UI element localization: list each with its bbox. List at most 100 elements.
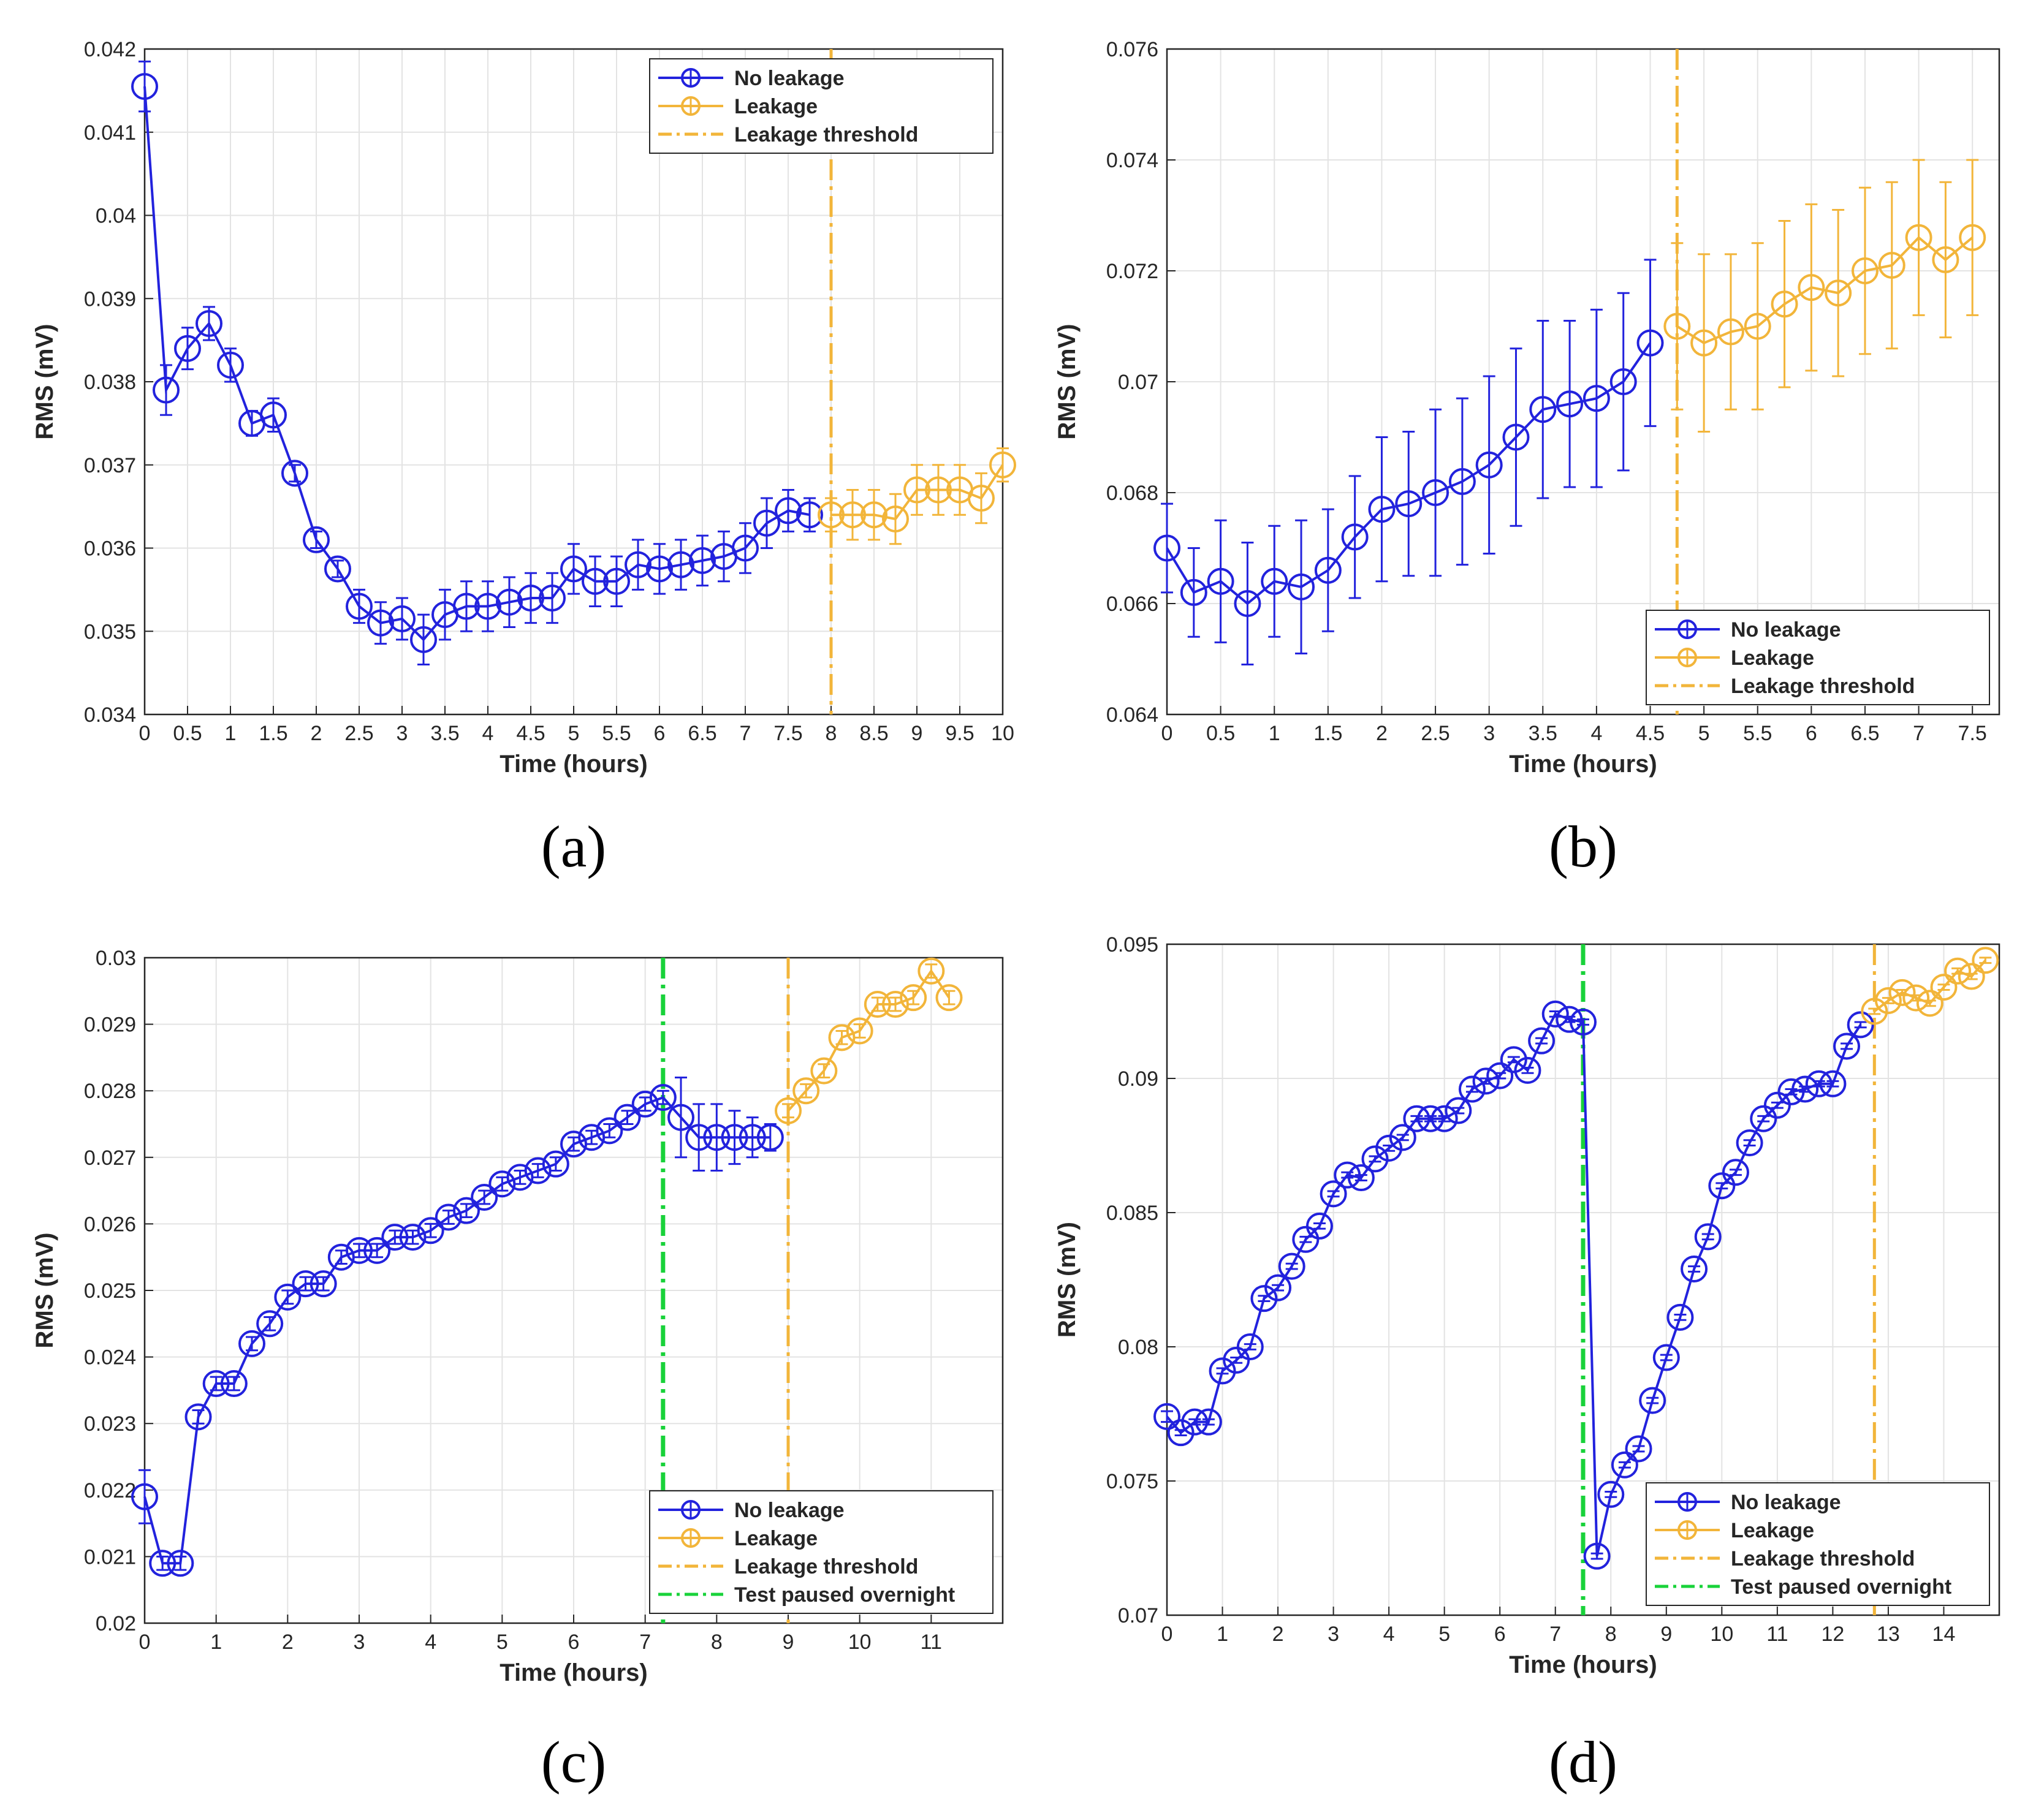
data-point	[517, 584, 544, 612]
x-tick-label: 0	[139, 1631, 151, 1654]
data-point	[1472, 1067, 1500, 1095]
data-point	[1597, 1480, 1625, 1508]
data-point	[131, 1483, 158, 1510]
legend-swatch-marker	[1677, 1520, 1697, 1540]
data-point	[1861, 998, 1888, 1025]
data-point	[1663, 312, 1691, 340]
legend-swatch-marker	[681, 96, 701, 116]
y-tick-label: 0.026	[84, 1213, 136, 1236]
data-point	[381, 1224, 409, 1251]
x-tick-label: 4.5	[516, 722, 545, 745]
data-point	[1851, 257, 1879, 284]
x-tick-label: 7	[1549, 1623, 1561, 1646]
data-point	[1694, 1223, 1722, 1251]
data-point	[1847, 1011, 1874, 1039]
x-tick-label: 3.5	[1529, 722, 1557, 745]
x-tick-label: 6.5	[688, 722, 716, 745]
x-tick-label: 8.5	[859, 722, 888, 745]
legend-swatch-marker	[1677, 1492, 1697, 1512]
data-point	[1888, 979, 1916, 1006]
data-point	[1744, 312, 1771, 340]
data-point	[775, 497, 802, 525]
data-point	[1528, 1027, 1556, 1055]
x-tick-label: 3	[354, 1631, 365, 1654]
data-point	[1448, 468, 1476, 495]
data-point	[1708, 1172, 1736, 1200]
data-point	[496, 588, 523, 616]
data-point	[1261, 567, 1288, 595]
data-point	[1500, 1046, 1527, 1074]
y-tick-label: 0.064	[1106, 703, 1158, 727]
data-point	[196, 309, 222, 337]
data-point	[900, 984, 927, 1012]
legend-swatch-marker	[681, 1528, 701, 1548]
x-tick-label: 1.5	[259, 722, 287, 745]
y-tick-label: 0.085	[1106, 1202, 1158, 1225]
data-point	[167, 1550, 194, 1577]
data-point	[596, 1117, 623, 1145]
x-tick-label: 6.5	[1850, 722, 1879, 745]
y-axis-label: RMS (mV)	[31, 324, 58, 440]
y-tick-label: 0.035	[84, 620, 136, 643]
y-tick-label: 0.042	[84, 38, 136, 61]
data-point	[882, 505, 909, 532]
y-tick-label: 0.074	[1106, 149, 1158, 172]
y-tick-label: 0.072	[1106, 260, 1158, 283]
data-point	[1541, 1000, 1569, 1028]
y-tick-label: 0.027	[84, 1146, 136, 1170]
data-point	[1403, 1105, 1430, 1132]
data-point	[1181, 1408, 1209, 1436]
legend-swatch-marker	[681, 1500, 701, 1520]
data-point	[1959, 224, 1986, 251]
x-tick-label: 5	[496, 1631, 508, 1654]
data-point	[1395, 490, 1423, 518]
data-point	[1878, 251, 1905, 279]
x-tick-label: 6	[1806, 722, 1817, 745]
data-point	[1529, 396, 1557, 423]
y-tick-label: 0.023	[84, 1412, 136, 1436]
x-tick-label: 9	[1660, 1623, 1672, 1646]
data-point	[1639, 1387, 1666, 1414]
panel-caption: (d)	[1549, 1729, 1617, 1795]
legend-label: No leakage	[734, 1499, 845, 1522]
y-tick-label: 0.076	[1106, 38, 1158, 61]
x-tick-label: 1	[210, 1631, 222, 1654]
data-point	[1717, 318, 1744, 346]
data-point	[625, 551, 652, 578]
x-tick-label: 0	[1161, 722, 1173, 745]
data-point	[1514, 1056, 1541, 1084]
data-point	[1305, 1212, 1333, 1240]
legend: No leakage Leakage Leakage threshold Test p…	[649, 1490, 994, 1614]
data-point	[1798, 274, 1825, 301]
x-tick-label: 0.5	[173, 722, 202, 745]
series-no-leakage	[1153, 259, 1664, 666]
x-tick-label: 4.5	[1636, 722, 1665, 745]
y-tick-label: 0.09	[1118, 1067, 1158, 1091]
legend-label: Leakage	[734, 1527, 818, 1550]
data-point	[256, 1310, 284, 1338]
x-tick-label: 9	[783, 1631, 794, 1654]
data-point	[903, 476, 930, 504]
x-tick-label: 8	[1605, 1623, 1617, 1646]
data-point	[925, 476, 952, 504]
data-point	[861, 501, 887, 529]
y-axis-label: RMS (mV)	[31, 1233, 58, 1349]
data-point	[1582, 385, 1610, 412]
data-point	[1791, 1075, 1819, 1103]
legend-swatch-marker	[1677, 648, 1697, 667]
data-point	[646, 555, 673, 583]
data-point	[1681, 1255, 1708, 1282]
data-point	[1375, 1134, 1403, 1162]
y-tick-label: 0.066	[1106, 593, 1158, 616]
data-point	[796, 501, 823, 529]
y-tick-label: 0.039	[84, 287, 136, 311]
data-point	[1958, 963, 1985, 990]
legend-swatch-marker	[1677, 619, 1697, 639]
x-tick-label: 5.5	[1743, 722, 1772, 745]
data-point	[281, 460, 308, 487]
x-tick-label: 4	[482, 722, 494, 745]
x-tick-label: 6	[1494, 1623, 1506, 1646]
series-line	[143, 86, 810, 642]
data-point	[1690, 329, 1718, 357]
data-point	[1583, 1542, 1611, 1570]
